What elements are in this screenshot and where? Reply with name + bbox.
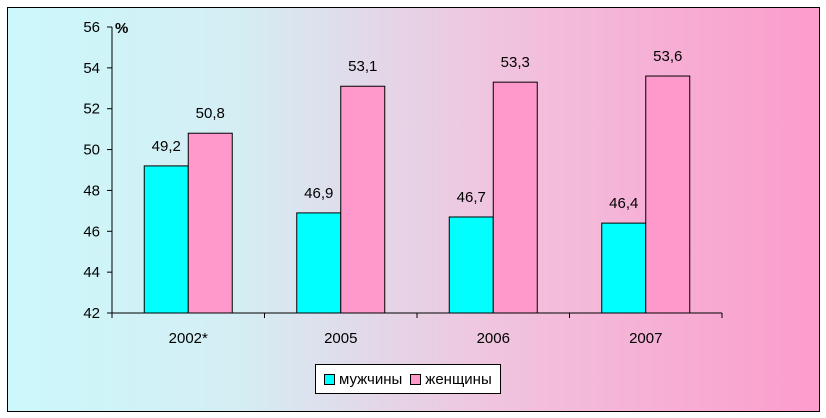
data-label: 46,7 [457, 189, 486, 206]
legend-swatch-women [410, 373, 422, 385]
y-tick-label: 48 [83, 182, 100, 199]
legend-label-women: женщины [425, 370, 492, 388]
bar-women [340, 85, 386, 314]
data-label: 53,3 [501, 54, 530, 71]
y-tick-label: 56 [83, 19, 100, 36]
legend-label-men: мужчины [339, 370, 403, 388]
x-tick-label: 2002* [169, 330, 208, 347]
data-labels: 49,2 46,9 46,7 46,4 50,8 53,1 53,3 53,6 [152, 48, 683, 212]
legend: мужчины женщины [315, 364, 501, 394]
data-label: 50,8 [196, 105, 225, 122]
y-axis-unit-label: % [115, 20, 128, 37]
data-label: 53,1 [348, 58, 377, 75]
y-tick-label: 44 [83, 264, 100, 281]
bar-women [187, 132, 233, 314]
x-tick-label: 2005 [324, 330, 357, 347]
y-tick-label: 50 [83, 142, 100, 159]
data-label: 53,6 [653, 48, 682, 65]
y-tick-label: 54 [83, 60, 100, 77]
bar-women [492, 81, 538, 314]
data-label: 46,9 [304, 185, 333, 202]
y-tick-label: 52 [83, 101, 100, 118]
x-tick-label: 2006 [477, 330, 510, 347]
y-tick-label: 42 [83, 305, 100, 322]
bars [143, 75, 691, 314]
bar-women [645, 75, 691, 314]
bar-men [448, 216, 494, 314]
legend-item-men: мужчины [324, 371, 402, 388]
bar-men [601, 222, 647, 314]
data-label: 49,2 [152, 138, 181, 155]
bar-men [296, 212, 342, 314]
legend-swatch-men [324, 373, 335, 385]
bar-men [143, 165, 189, 314]
y-axis: 42 44 46 48 50 52 54 56 [83, 19, 113, 322]
data-label: 46,4 [609, 195, 638, 212]
y-tick-label: 46 [83, 223, 100, 240]
legend-item-women: женщины [410, 370, 492, 388]
x-tick-label: 2007 [629, 330, 662, 347]
x-axis: 2002* 2005 2006 2007 [111, 312, 723, 347]
